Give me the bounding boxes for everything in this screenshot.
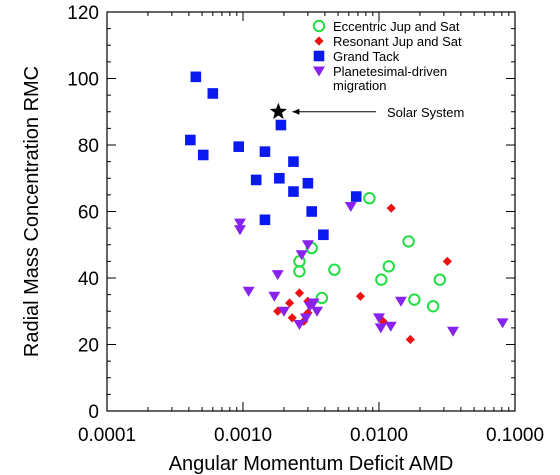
legend-item: Grand Tack [313,49,400,64]
data-point [328,263,341,276]
data-point [301,240,314,251]
data-point [373,313,385,324]
data-point [185,134,196,146]
data-point [363,192,376,205]
data-point [268,291,281,302]
data-point [442,256,452,266]
data-point [394,296,407,307]
x-tick-label: 0.1000 [486,425,544,446]
legend-marker [314,36,324,46]
data-point [190,71,202,83]
data-point [310,306,323,317]
legend-label: Eccentric Jup and Sat [333,19,460,34]
data-point [259,214,271,226]
data-point [233,225,246,236]
y-axis-title: Radial Mass Concentration RMC [21,66,43,357]
data-point [433,273,447,286]
solar-system-star-marker [269,102,287,120]
annotation-arrow-head [292,108,300,115]
data-point [299,313,312,324]
y-tick-label: 0 [88,402,99,423]
x-tick-label: 0.0100 [350,425,408,446]
data-point [378,316,388,326]
data-point [408,293,421,306]
series-3 [233,202,509,337]
x-axis-title: Angular Momentum Deficit AMD [169,453,454,475]
data-point [374,323,387,334]
data-point [233,141,245,152]
data-point [318,229,329,241]
y-tick-label: 20 [78,336,99,357]
data-point [259,146,271,157]
data-point [303,301,316,312]
x-tick-label: 0.0001 [78,425,136,446]
data-point [284,298,295,308]
data-point [382,260,395,273]
legend-marker [312,19,326,33]
data-point [287,313,297,323]
legend-label: Grand Tack [333,49,400,64]
data-point [405,334,415,345]
data-point [295,250,308,261]
data-point [306,206,318,217]
y-tick-label: 100 [67,70,99,91]
data-point [288,186,299,197]
x-tick-label: 0.0010 [214,425,272,446]
data-point [384,321,397,332]
data-point [293,265,306,278]
legend-item: Resonant Jup and Sat [314,34,462,49]
data-point [275,119,287,131]
data-point [233,218,246,229]
legend-label: Resonant Jup and Sat [333,34,462,49]
data-point [315,291,329,305]
data-point [344,202,357,213]
data-point [271,270,284,281]
data-point [294,288,305,298]
series-0 [293,192,447,313]
data-point [386,203,396,213]
y-tick-label: 120 [67,3,99,24]
legend-label-cont: migration [333,78,386,93]
data-point [496,318,509,329]
data-point [355,291,366,301]
data-point [197,149,209,161]
data-point [288,156,299,167]
legend-marker [313,66,325,77]
data-point [302,177,314,189]
data-point [207,88,219,99]
data-point [277,306,290,317]
data-point [446,326,459,337]
data-point [250,174,262,186]
plot-layer: Solar System [185,71,509,345]
y-tick-label: 60 [78,203,99,224]
y-tick-label: 80 [78,136,99,157]
legend-label: Planetesimal-driven [333,64,447,79]
axis-layer: Angular Momentum Deficit AMD Radial Mass… [21,3,544,475]
data-point [375,273,388,286]
data-point [293,320,306,331]
data-point [242,286,255,297]
data-point [350,191,362,202]
data-point [426,300,440,313]
legend-marker [313,50,325,62]
legend-item: Eccentric Jup and Sat [312,19,460,34]
data-point [402,235,415,248]
y-tick-label: 40 [78,269,99,290]
annotation-label: Solar System [387,105,464,120]
series-2 [185,71,362,241]
data-point [274,172,285,184]
